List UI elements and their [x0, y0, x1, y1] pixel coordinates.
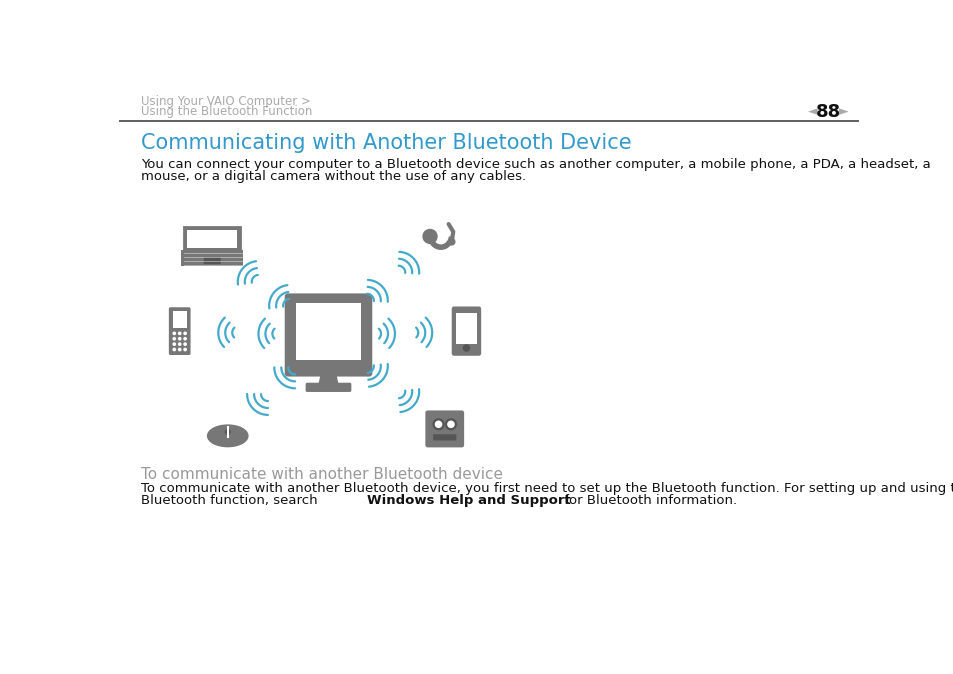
- Text: ►: ►: [839, 105, 848, 118]
- Circle shape: [448, 239, 455, 245]
- Text: Communicating with Another Bluetooth Device: Communicating with Another Bluetooth Dev…: [141, 133, 631, 153]
- Text: Windows Help and Support: Windows Help and Support: [367, 494, 570, 508]
- Circle shape: [178, 343, 181, 345]
- FancyBboxPatch shape: [288, 360, 369, 373]
- Circle shape: [184, 332, 186, 334]
- Text: Using the Bluetooth Function: Using the Bluetooth Function: [141, 104, 312, 118]
- Text: for Bluetooth information.: for Bluetooth information.: [559, 494, 737, 508]
- Circle shape: [172, 348, 175, 350]
- FancyBboxPatch shape: [181, 250, 243, 266]
- Circle shape: [178, 332, 181, 334]
- Circle shape: [184, 343, 186, 345]
- Text: You can connect your computer to a Bluetooth device such as another computer, a : You can connect your computer to a Bluet…: [141, 158, 930, 171]
- FancyBboxPatch shape: [456, 313, 476, 344]
- FancyBboxPatch shape: [305, 383, 351, 392]
- Text: mouse, or a digital camera without the use of any cables.: mouse, or a digital camera without the u…: [141, 171, 525, 183]
- FancyBboxPatch shape: [169, 307, 191, 330]
- FancyBboxPatch shape: [425, 410, 464, 448]
- Circle shape: [172, 332, 175, 334]
- Circle shape: [178, 348, 181, 350]
- Circle shape: [225, 430, 230, 434]
- Text: To communicate with another Bluetooth device: To communicate with another Bluetooth de…: [141, 468, 502, 483]
- Circle shape: [172, 338, 175, 340]
- FancyBboxPatch shape: [284, 293, 372, 377]
- Circle shape: [178, 338, 181, 340]
- Circle shape: [433, 419, 443, 430]
- FancyBboxPatch shape: [187, 231, 236, 248]
- Text: 88: 88: [815, 102, 841, 121]
- Circle shape: [184, 338, 186, 340]
- FancyBboxPatch shape: [172, 311, 187, 328]
- FancyBboxPatch shape: [204, 257, 220, 264]
- Text: Bluetooth function, search: Bluetooth function, search: [141, 494, 321, 508]
- FancyBboxPatch shape: [433, 434, 456, 441]
- Circle shape: [172, 343, 175, 345]
- Circle shape: [463, 345, 469, 351]
- Circle shape: [445, 419, 456, 430]
- FancyBboxPatch shape: [295, 303, 361, 361]
- Circle shape: [435, 421, 441, 427]
- Text: To communicate with another Bluetooth device, you first need to set up the Bluet: To communicate with another Bluetooth de…: [141, 482, 953, 495]
- Text: Using Your VAIO Computer >: Using Your VAIO Computer >: [141, 95, 311, 108]
- Polygon shape: [318, 373, 338, 384]
- Circle shape: [184, 348, 186, 350]
- Circle shape: [422, 229, 436, 243]
- FancyBboxPatch shape: [452, 307, 480, 356]
- Circle shape: [447, 421, 454, 427]
- FancyBboxPatch shape: [184, 227, 240, 250]
- Text: ◄: ◄: [807, 105, 817, 118]
- Ellipse shape: [208, 425, 248, 447]
- FancyBboxPatch shape: [169, 329, 191, 355]
